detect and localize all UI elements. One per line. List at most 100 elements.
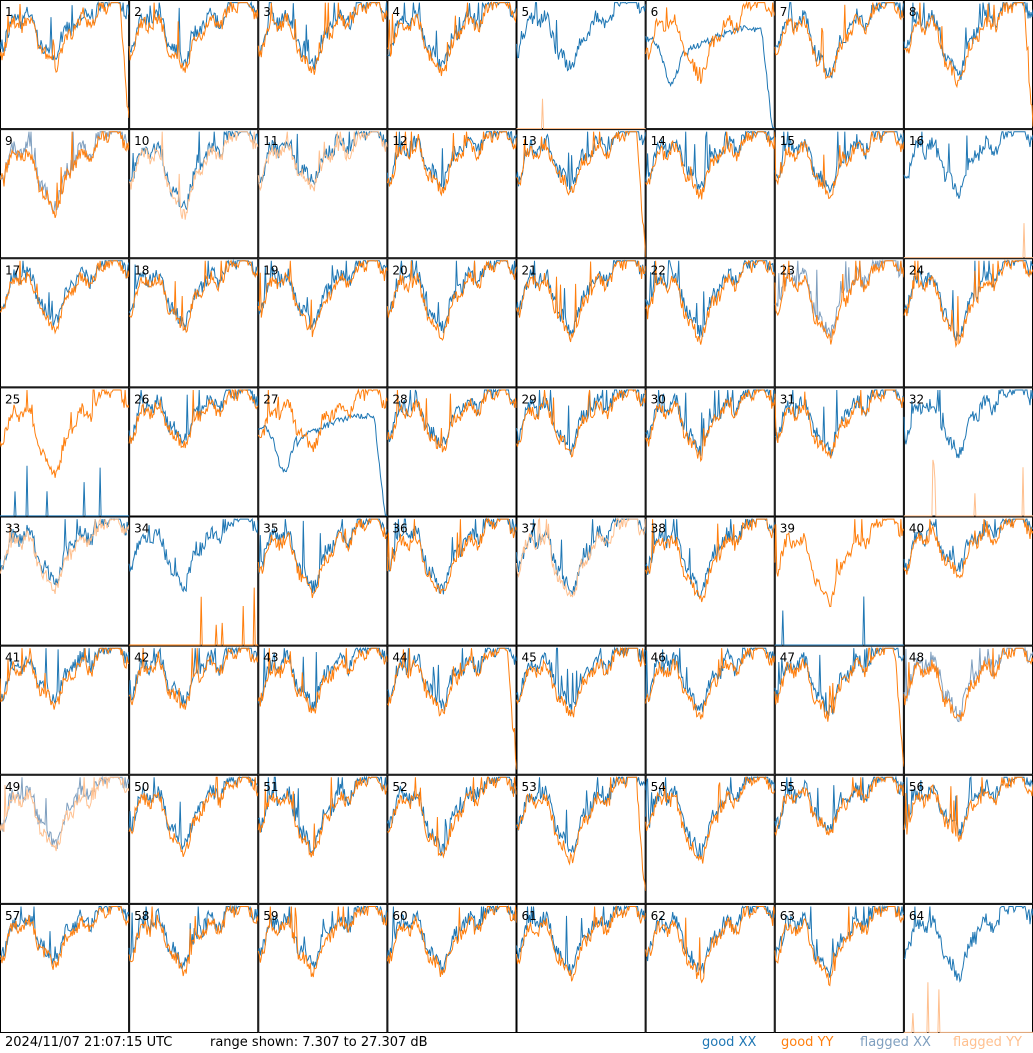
tile-23-label: 23 [780, 263, 795, 277]
tile-60: 60 [386, 903, 517, 1033]
tile-16: 16 [903, 129, 1033, 259]
tile-41-label: 41 [5, 651, 20, 665]
tile-24-yy-trace [903, 259, 1033, 348]
tile-23-yy-trace [774, 260, 905, 345]
tile-frame [387, 903, 517, 1033]
tile-61: 61 [516, 903, 647, 1033]
tile-29: 29 [516, 387, 647, 517]
tile-frame [516, 129, 646, 259]
tile-17: 17 [0, 258, 130, 388]
tile-32: 32 [903, 387, 1033, 517]
tile-50: 50 [128, 774, 259, 904]
legend-flagged-xx-word: flagged [860, 1035, 909, 1050]
tile-50-label: 50 [134, 780, 149, 794]
tile-19: 19 [257, 258, 388, 388]
tile-28-yy-trace [386, 389, 517, 453]
tile-14: 14 [645, 129, 776, 259]
tile-31-label: 31 [780, 392, 795, 406]
tile-52-label: 52 [392, 780, 407, 794]
tile-5-xx-trace [516, 1, 647, 72]
tile-frame [903, 129, 1033, 259]
tile-27: 27 [257, 387, 388, 517]
tile-22-yy-trace [645, 259, 776, 345]
tile-62-yy-trace [645, 906, 776, 984]
tile-8-yy-trace [903, 1, 1033, 127]
tile-44: 44 [386, 645, 517, 775]
tile-24-label: 24 [909, 263, 924, 277]
tile-38-label: 38 [651, 522, 666, 536]
tile-frame [774, 516, 904, 646]
tile-59: 59 [257, 903, 388, 1033]
tile-12-xx-trace [386, 129, 517, 189]
tile-15: 15 [774, 129, 905, 259]
tile-11-yy-trace [257, 129, 388, 192]
tile-51-label: 51 [263, 780, 278, 794]
tile-22: 22 [645, 258, 776, 388]
tile-63: 63 [774, 903, 905, 1033]
tile-3-label: 3 [263, 5, 271, 19]
legend-good-yy: good YY [781, 1033, 833, 1053]
tile-38: 38 [645, 516, 776, 646]
tile-12-label: 12 [392, 134, 407, 148]
tile-30: 30 [645, 387, 776, 517]
tile-55-label: 55 [780, 780, 795, 794]
tile-49-yy-trace [0, 776, 130, 852]
tile-35-yy-trace [257, 517, 388, 599]
tile-frame [387, 516, 517, 646]
tile-20-label: 20 [392, 263, 407, 277]
tile-59-yy-trace [257, 905, 388, 978]
tile-56-label: 56 [909, 780, 924, 794]
tile-38-yy-trace [645, 518, 776, 603]
tile-9: 9 [0, 129, 130, 259]
tile-18: 18 [128, 258, 259, 388]
tile-frame [258, 774, 388, 904]
tile-62-label: 62 [651, 909, 666, 923]
tile-46-yy-trace [645, 647, 776, 720]
tile-51-yy-trace [257, 776, 388, 858]
tile-60-yy-trace [386, 904, 517, 977]
tile-9-label: 9 [5, 134, 13, 148]
tile-frame [774, 903, 904, 1033]
tile-64-yy-trace [903, 982, 1033, 1033]
tile-frame [387, 387, 517, 517]
tile-frame [645, 774, 775, 904]
tile-49-label: 49 [5, 780, 20, 794]
tile-51-xx-trace [257, 775, 388, 855]
tile-28: 28 [386, 387, 517, 517]
legend-flagged-yy: flagged YY [953, 1033, 1022, 1053]
tile-14-xx-trace [645, 130, 776, 191]
tile-45-yy-trace [516, 646, 646, 718]
tile-39-label: 39 [780, 522, 795, 536]
tile-frame [0, 774, 130, 904]
tile-28-label: 28 [392, 392, 407, 406]
tile-62: 62 [645, 903, 776, 1033]
tile-4-xx-trace [387, 1, 517, 71]
tile-frame [387, 774, 517, 904]
tile-54-yy-trace [645, 775, 776, 864]
tile-9-xx-trace [0, 131, 130, 213]
tile-32-yy-trace [903, 459, 1033, 517]
footer-bar: 2024/11/07 21:07:15 UTC range shown: 7.3… [0, 1033, 1033, 1053]
tile-2: 2 [128, 0, 259, 130]
tile-62-xx-trace [645, 905, 776, 974]
tile-6-xx-trace [645, 25, 775, 129]
tile-37-yy-trace [516, 517, 647, 598]
tile-27-xx-trace [257, 412, 388, 516]
tile-34-yy-trace [129, 587, 259, 646]
legend-flagged-yy-word: flagged [953, 1035, 1002, 1050]
tile-frame [903, 774, 1033, 904]
tile-5-yy-trace [516, 98, 646, 129]
tile-15-yy-trace [774, 131, 905, 200]
tile-frame [645, 903, 775, 1033]
tile-47: 47 [774, 645, 905, 775]
tile-14-yy-trace [645, 130, 776, 200]
tile-11: 11 [257, 129, 388, 259]
tile-47-label: 47 [780, 651, 795, 665]
tile-44-label: 44 [392, 651, 407, 665]
tile-55-yy-trace [774, 776, 905, 837]
tile-frame [0, 516, 130, 646]
tile-frame [0, 258, 130, 388]
tile-12-yy-trace [386, 130, 517, 197]
tile-frame [0, 387, 130, 517]
tile-21: 21 [516, 258, 647, 388]
